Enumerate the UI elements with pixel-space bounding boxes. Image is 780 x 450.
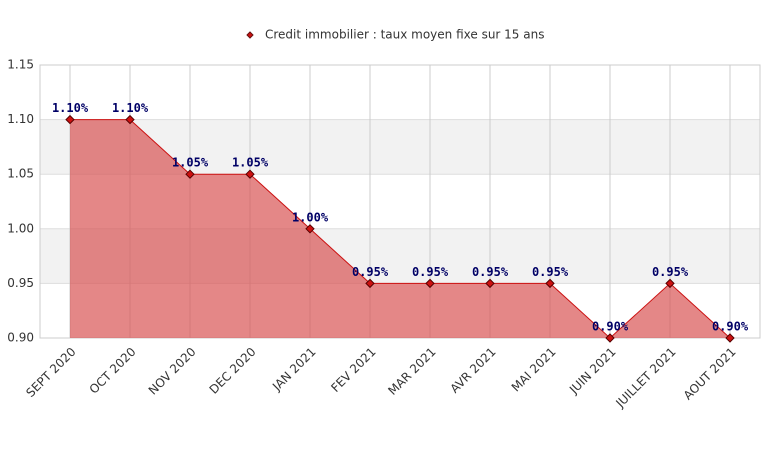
point xyxy=(185,169,195,179)
value-label: 0.90% xyxy=(712,320,749,334)
point xyxy=(545,278,555,289)
value-label: 0.95% xyxy=(412,265,449,279)
point xyxy=(665,278,675,289)
y-tick-label: 0.90 xyxy=(7,331,34,345)
value-label: 1.05% xyxy=(172,156,209,170)
point xyxy=(245,169,255,179)
y-tick-label: 1.10 xyxy=(7,112,34,126)
value-label: 0.95% xyxy=(472,265,509,279)
point xyxy=(365,278,375,289)
value-label: 0.90% xyxy=(592,320,629,334)
y-tick-label: 1.00 xyxy=(7,221,34,235)
point xyxy=(485,278,495,289)
legend-label: Credit immobilier : taux moyen fixe sur … xyxy=(265,28,544,42)
value-label: 1.10% xyxy=(52,101,89,115)
legend-marker xyxy=(246,31,254,39)
point xyxy=(125,114,135,125)
y-tick-label: 1.15 xyxy=(7,58,34,72)
point xyxy=(605,333,615,343)
point xyxy=(425,278,435,289)
point xyxy=(305,224,315,234)
value-label: 0.95% xyxy=(532,265,569,279)
value-label: 0.95% xyxy=(652,265,689,279)
y-tick-label: 0.95 xyxy=(7,276,34,290)
value-label: 0.95% xyxy=(352,265,389,279)
line xyxy=(70,119,731,339)
value-label: 1.05% xyxy=(232,156,269,170)
value-label: 1.00% xyxy=(292,210,329,224)
y-tick-label: 1.05 xyxy=(7,167,34,181)
value-label: 1.10% xyxy=(112,101,149,115)
point xyxy=(725,333,735,343)
point xyxy=(65,114,75,125)
